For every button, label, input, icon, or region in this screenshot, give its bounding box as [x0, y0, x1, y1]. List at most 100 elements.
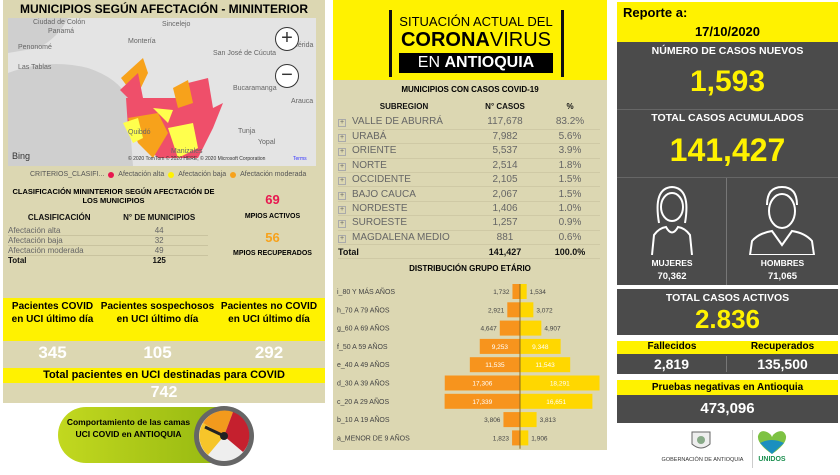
uci-total-label: Total pacientes en UCI destinadas para C…	[3, 368, 325, 383]
subregion-name: + BAJO CAUCA	[338, 186, 470, 202]
table-row[interactable]: + MAGDALENA MEDIO 881 0.6%	[338, 230, 600, 246]
table-row[interactable]: + VALLE DE ABURRÁ 117,678 83.2%	[338, 115, 600, 130]
table-row: Afectación moderada 49	[8, 246, 208, 256]
male-value-label: 18,291	[550, 381, 570, 388]
map-canvas	[8, 18, 223, 166]
recovered-label: Recuperados	[750, 341, 815, 352]
map-title: MUNICIPIOS SEGÚN AFECTACIÓN - MININTERIO…	[20, 2, 308, 16]
table-row[interactable]: + NORDESTE 1,406 1.0%	[338, 201, 600, 217]
case-percent: 3.9%	[540, 143, 600, 159]
report-label: Reporte a:	[623, 5, 688, 20]
bar-female[interactable]	[469, 357, 520, 373]
table-row[interactable]: + URABÁ 7,982 5.6%	[338, 129, 600, 145]
male-value-label: 11,543	[535, 362, 555, 369]
bar-female[interactable]	[507, 302, 520, 318]
outcomes-values: 2,819 135,500	[617, 354, 838, 374]
total-cases-label: TOTAL CASOS ACUMULADOS	[651, 112, 804, 124]
expand-icon[interactable]: +	[338, 119, 346, 128]
uci-noncovid-label: Pacientes no COVID en UCI último día	[220, 301, 318, 325]
terms-link[interactable]: Terms	[293, 156, 307, 162]
zoom-out-button[interactable]: −	[275, 64, 299, 88]
bar-male[interactable]	[520, 302, 534, 318]
bar-male[interactable]	[520, 393, 593, 409]
legend-dot-moderada	[230, 171, 237, 178]
bar-male[interactable]	[520, 338, 561, 354]
bar-female[interactable]	[444, 393, 520, 409]
table-row[interactable]: + OCCIDENTE 2,105 1.5%	[338, 172, 600, 188]
legend-moderada[interactable]: Afectación moderada	[240, 171, 307, 178]
bar-male[interactable]	[520, 430, 529, 446]
case-percent: 100.0%	[540, 244, 600, 260]
subregion-label: BAJO CAUCA	[352, 188, 416, 200]
bar-female[interactable]	[444, 375, 520, 391]
bar-male[interactable]	[520, 284, 527, 299]
expand-icon[interactable]: +	[338, 162, 346, 171]
legend-title: CRITERIOS_CLASIFI...	[30, 171, 105, 178]
age-category-label: g_60 A 69 AÑOS	[337, 324, 390, 333]
outcomes-header: Fallecidos Recuperados	[617, 341, 838, 354]
legend-alta[interactable]: Afectación alta	[118, 171, 165, 178]
expand-icon[interactable]: +	[338, 191, 346, 200]
expand-icon[interactable]: +	[338, 177, 346, 186]
table-row[interactable]: + SUROESTE 1,257 0.9%	[338, 215, 600, 231]
woman-icon	[651, 185, 693, 255]
active-mpios-label: MPIOS ACTIVOS	[244, 213, 301, 220]
age-category-label: b_10 A 19 AÑOS	[337, 415, 390, 424]
subregion-label: URABÁ	[352, 131, 387, 143]
col-cases[interactable]: N° CASOS	[485, 102, 525, 111]
bar-male[interactable]	[520, 320, 542, 336]
bar-female[interactable]	[499, 320, 520, 336]
new-cases-card: NÚMERO DE CASOS NUEVOS 1,593	[617, 42, 838, 110]
uci-total-value: 742	[150, 384, 178, 401]
expand-icon[interactable]: +	[338, 134, 346, 143]
table-row[interactable]: + NORTE 2,514 1.8%	[338, 158, 600, 174]
bar-male[interactable]	[520, 412, 537, 428]
table-row[interactable]: + BAJO CAUCA 2,067 1.5%	[338, 186, 600, 202]
map[interactable]: Ciudad de Colón Panamá Penonomé Las Tabl…	[8, 18, 316, 166]
map-label-quibdo: Quibdó	[128, 129, 151, 136]
government-seal-icon	[691, 431, 711, 449]
bar-female[interactable]	[512, 284, 520, 299]
table-row: Afectación baja 32	[8, 236, 208, 246]
women-card: MUJERES 70,362	[617, 178, 727, 285]
female-value-label: 9,253	[492, 344, 509, 351]
male-value-label: 16,651	[546, 399, 566, 406]
female-value-label: 3,806	[484, 417, 501, 424]
table-total-row: Total 125	[8, 256, 166, 265]
expand-icon[interactable]: +	[338, 220, 346, 229]
zoom-in-button[interactable]: +	[275, 27, 299, 51]
map-label-sincelejo: Sincelejo	[162, 21, 191, 28]
bing-logo: Bing	[12, 151, 31, 161]
bar-female[interactable]	[503, 412, 520, 428]
case-count: 2,105	[470, 172, 540, 188]
expand-icon[interactable]: +	[338, 234, 346, 243]
col-header: N° DE MUNICIPIOS	[123, 212, 196, 222]
subregion-name: Total	[338, 244, 470, 260]
subregion-name: + ORIENTE	[338, 143, 470, 159]
subregion-name: + MAGDALENA MEDIO	[338, 230, 470, 246]
case-count: 1,406	[470, 201, 540, 217]
bar-male[interactable]	[520, 375, 600, 391]
expand-icon[interactable]: +	[338, 148, 346, 157]
legend-baja[interactable]: Afectación baja	[178, 171, 227, 178]
table-row[interactable]: + ORIENTE 5,537 3.9%	[338, 143, 600, 159]
total-cases-card: TOTAL CASOS ACUMULADOS 141,427	[617, 110, 838, 178]
col-subregion[interactable]: SUBREGION	[379, 102, 429, 111]
map-legend: CRITERIOS_CLASIFI... Afectación alta Afe…	[30, 171, 306, 178]
active-cases-label: TOTAL CASOS ACTIVOS	[665, 292, 790, 304]
bar-female[interactable]	[512, 430, 520, 446]
male-value-label: 9,348	[532, 344, 549, 351]
male-value-label: 1,534	[530, 289, 547, 296]
bar-female[interactable]	[479, 338, 520, 354]
bar-male[interactable]	[520, 357, 571, 373]
case-count: 7,982	[470, 129, 540, 145]
recovered-value: 135,500	[757, 356, 808, 372]
male-value-label: 4,907	[544, 326, 561, 333]
col-percent[interactable]: %	[566, 102, 574, 111]
subregion-label: OCCIDENTE	[352, 174, 411, 186]
expand-icon[interactable]: +	[338, 206, 346, 215]
map-label-manizales: Manizales	[171, 148, 203, 155]
case-count: 2,067	[470, 186, 540, 202]
gauge-icon	[194, 406, 254, 466]
subregion-label: NORTE	[352, 159, 387, 171]
